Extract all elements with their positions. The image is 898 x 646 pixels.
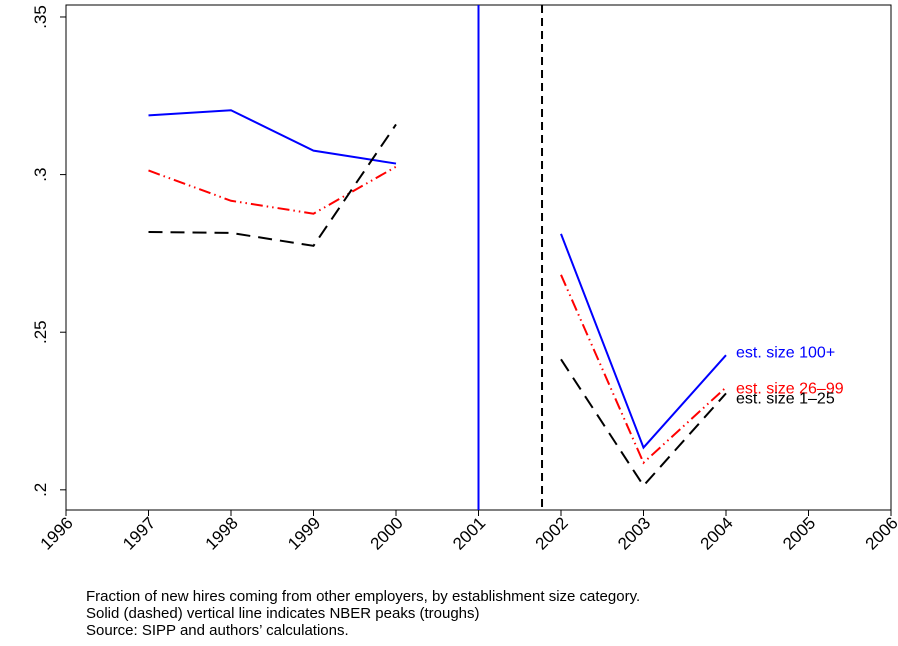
legend-label: est. size 100+ bbox=[736, 344, 835, 361]
legend-label: est. size 26–99 bbox=[736, 381, 844, 398]
x-tick-label: 2002 bbox=[532, 513, 572, 553]
y-tick-label: .25 bbox=[31, 320, 50, 344]
x-tick-label: 1998 bbox=[202, 513, 242, 553]
note: Fraction of new hires coming from other … bbox=[86, 588, 640, 605]
x-tick-label: 1997 bbox=[119, 513, 159, 553]
x-tick-label: 2005 bbox=[779, 513, 819, 553]
series-line bbox=[148, 165, 727, 465]
x-tick-label: 2006 bbox=[862, 513, 898, 553]
x-tick-label: 2004 bbox=[697, 513, 737, 553]
x-tick-label: 2000 bbox=[367, 513, 407, 553]
series-line bbox=[148, 123, 727, 488]
x-tick-label: 1999 bbox=[284, 513, 324, 553]
y-tick-label: .3 bbox=[31, 168, 50, 182]
note: Solid (dashed) vertical line indicates N… bbox=[86, 605, 480, 622]
x-tick-label: 2001 bbox=[449, 513, 489, 553]
note: Source: SIPP and authors’ calculations. bbox=[86, 622, 349, 639]
x-tick-label: 2003 bbox=[614, 513, 654, 553]
y-tick-label: .2 bbox=[31, 483, 50, 497]
series-line bbox=[148, 109, 727, 450]
y-tick-label: .35 bbox=[31, 5, 50, 29]
legend-label: est. size 1–25 bbox=[736, 391, 835, 408]
x-tick-label: 1996 bbox=[37, 513, 77, 553]
